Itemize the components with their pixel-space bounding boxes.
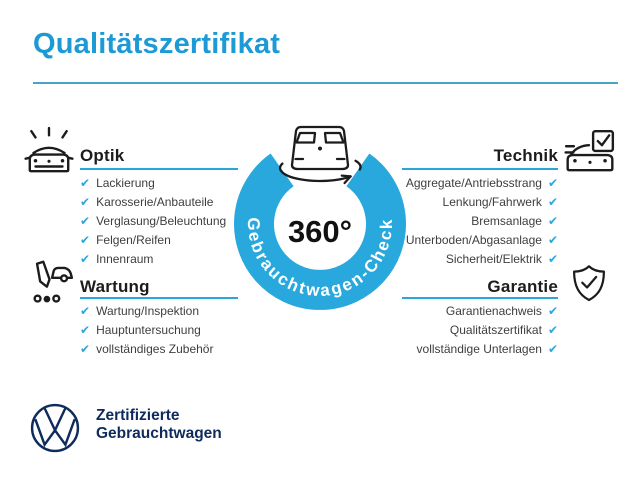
check-item: ✔ Wartung/Inspektion (80, 304, 213, 323)
check-item-label: Karosserie/Anbauteile (96, 195, 214, 209)
section-heading-technik: Technik (493, 146, 558, 165)
service-note-icon (22, 256, 76, 310)
title-divider (33, 82, 618, 84)
optik-checklist: ✔ Lackierung ✔ Karosserie/Anbauteile ✔ Verg… (80, 176, 226, 271)
check-item-label: Aggregate/Antriebsstrang (405, 176, 542, 190)
check-icon: ✔ (80, 195, 91, 209)
badge-360-check: Gebrauchtwagen-Check 360° (226, 108, 414, 323)
check-item-label: Lenkung/Fahrwerk (442, 195, 542, 209)
car-checkbox-icon (562, 126, 618, 180)
check-item-label: Wartung/Inspektion (96, 304, 200, 318)
check-item-label: Verglasung/Beleuchtung (96, 214, 227, 228)
sparkling-car-icon (22, 126, 76, 180)
check-item: ✔ vollständiges Zubehör (80, 342, 213, 361)
check-item-label: Unterboden/Abgasanlage (405, 233, 542, 247)
check-item-label: vollständiges Zubehör (96, 342, 214, 356)
check-item-label: Garantienachweis (445, 304, 542, 318)
brand-line-2: Gebrauchtwagen (96, 424, 222, 442)
wartung-checklist: ✔ Wartung/Inspektion ✔ Hauptuntersuchung ✔… (80, 304, 213, 361)
check-icon: ✔ (547, 176, 558, 190)
check-item: ✔ Verglasung/Beleuchtung (80, 214, 226, 233)
check-item: Unterboden/Abgasanlage ✔ (300, 233, 558, 252)
check-item-label: Qualitätszertifikat (449, 323, 542, 337)
check-icon: ✔ (80, 342, 91, 356)
check-item: ✔ Lackierung (80, 176, 226, 195)
garantie-checklist: Garantienachweis ✔ Qualitätszertifikat ✔ v… (300, 304, 558, 361)
badge-ring (234, 153, 406, 310)
check-icon: ✔ (80, 214, 91, 228)
check-item-label: Innenraum (96, 252, 154, 266)
check-icon: ✔ (80, 252, 91, 266)
check-item: Sicherheit/Elektrik ✔ (300, 252, 558, 271)
section-rule-optik (80, 168, 238, 170)
check-item: ✔ Felgen/Reifen (80, 233, 226, 252)
check-item-label: Sicherheit/Elektrik (445, 252, 542, 266)
check-icon: ✔ (547, 233, 558, 247)
check-item: Aggregate/Antriebsstrang ✔ (300, 176, 558, 195)
check-item: Garantienachweis ✔ (300, 304, 558, 323)
shield-check-icon (564, 260, 614, 314)
page-title: Qualitätszertifikat (33, 28, 281, 60)
check-icon: ✔ (547, 323, 558, 337)
section-heading-wartung: Wartung (80, 277, 150, 296)
section-heading-garantie: Garantie (487, 277, 558, 296)
check-icon: ✔ (80, 176, 91, 190)
check-icon: ✔ (80, 323, 91, 337)
technik-checklist: Aggregate/Antriebsstrang ✔ Lenkung/Fahrwe… (300, 176, 558, 271)
check-icon: ✔ (80, 304, 91, 318)
check-icon: ✔ (80, 233, 91, 247)
check-icon: ✔ (547, 342, 558, 356)
car-rotation-icon (278, 125, 362, 185)
brand-line-1: Zertifizierte (96, 407, 180, 424)
check-icon: ✔ (547, 304, 558, 318)
check-item-label: Felgen/Reifen (96, 233, 171, 247)
section-rule-garantie (402, 297, 558, 299)
check-item-label: Lackierung (96, 176, 155, 190)
check-item: Qualitätszertifikat ✔ (300, 323, 558, 342)
check-item: ✔ Hauptuntersuchung (80, 323, 213, 342)
brand-wordmark: Zertifizierte Gebrauchtwagen (96, 407, 222, 442)
section-heading-optik: Optik (80, 146, 125, 165)
check-icon: ✔ (547, 195, 558, 209)
check-item: ✔ Karosserie/Anbauteile (80, 195, 226, 214)
vw-logo (29, 402, 81, 454)
badge-value: 360° (288, 214, 352, 249)
check-item-label: Bremsanlage (471, 214, 542, 228)
check-item-label: vollständige Unterlagen (416, 342, 542, 356)
check-icon: ✔ (547, 252, 558, 266)
check-item: Bremsanlage ✔ (300, 214, 558, 233)
section-rule-technik (402, 168, 558, 170)
check-item: vollständige Unterlagen ✔ (300, 342, 558, 361)
check-item-label: Hauptuntersuchung (96, 323, 201, 337)
check-item: Lenkung/Fahrwerk ✔ (300, 195, 558, 214)
check-item: ✔ Innenraum (80, 252, 226, 271)
section-rule-wartung (80, 297, 238, 299)
check-icon: ✔ (547, 214, 558, 228)
